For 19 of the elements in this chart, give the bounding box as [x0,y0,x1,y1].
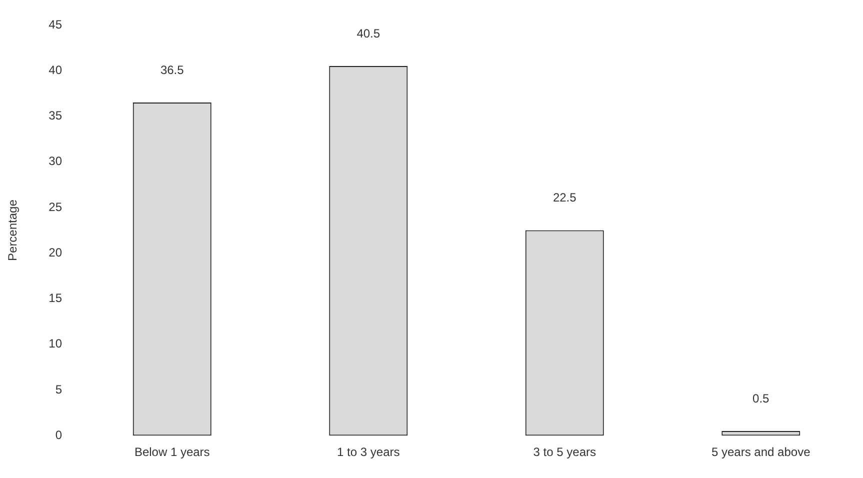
x-tick-label: Below 1 years [134,445,210,460]
data-label: 36.5 [160,62,184,77]
y-tick-label: 5 [55,382,62,396]
y-tick-label: 10 [48,336,62,351]
y-tick-label: 15 [48,291,62,306]
data-label: 0.5 [752,391,770,406]
y-tick-label: 0 [55,428,62,442]
y-tick-label: 40 [48,62,62,77]
x-tick-label: 3 to 5 years [533,445,596,460]
x-tick-label: 1 to 3 years [337,445,400,460]
y-tick-label: 30 [48,154,62,168]
y-tick-label: 20 [48,245,62,260]
data-label: 22.5 [552,190,577,205]
y-tick-label: 25 [48,200,62,214]
data-label: 40.5 [356,26,380,40]
y-tick-label: 35 [48,108,62,123]
y-tick-label: 45 [48,17,62,32]
x-tick-label: 5 years and above [712,445,811,460]
y-axis-title: Percentage [6,199,20,261]
